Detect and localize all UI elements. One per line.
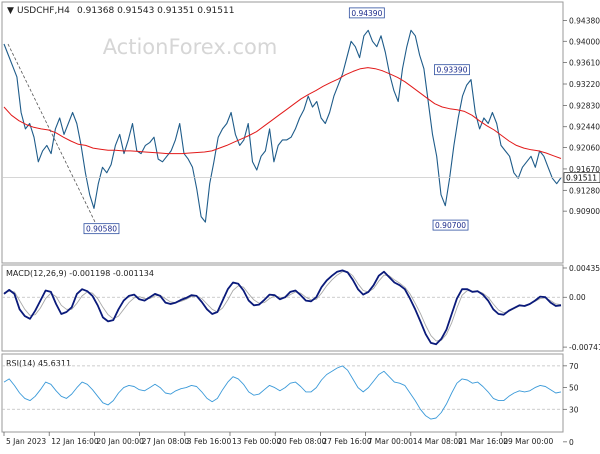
price-y-tick-label: 0.91670 <box>569 165 600 174</box>
macd-y-tick-label: -0.007417 <box>569 343 600 352</box>
time-axis-tick-label: 12 Jan 16:00 <box>51 437 99 446</box>
header-ohlc: 0.91368 0.91543 0.91351 0.91511 <box>77 6 234 16</box>
time-axis-tick-label: 7 Mar 00:00 <box>368 437 414 446</box>
macd-title: MACD(12,26,9) -0.001198 -0.001134 <box>6 269 154 278</box>
time-axis-tick-label: 27 Feb 16:00 <box>322 437 371 446</box>
rsi-y-tick-label: 50 <box>569 384 579 393</box>
current-price-tag: 0.91511 <box>2 172 600 184</box>
price-annotation-label: 0.90700 <box>435 221 466 230</box>
macd-panel-frame <box>1 264 564 352</box>
rsi-plot <box>2 365 563 420</box>
macd-plot <box>2 269 563 346</box>
rsi-y-tick-label: 0 <box>569 438 574 447</box>
time-axis-tick-label: 3 Feb 16:00 <box>187 437 232 446</box>
price-annotation-label: 0.93390 <box>436 66 467 75</box>
macd-y-tick-label: 0.004354 <box>569 264 600 273</box>
price-y-tick-label: 0.90900 <box>569 207 600 216</box>
macd-main-line <box>3 269 562 346</box>
time-axis-tick-label: 20 Jan 00:00 <box>96 437 144 446</box>
time-axis-tick-label: 27 Jan 08:00 <box>142 437 190 446</box>
price-annotation-label: 0.94390 <box>351 9 382 18</box>
watermark-text: ActionForex.com <box>103 35 278 59</box>
moving-average-line <box>3 67 562 159</box>
header-symbol-arrow: ▼ <box>7 6 14 16</box>
price-y-axis: 0.94380 0.94000 0.93610 0.93220 0.92830 0.924… <box>563 16 600 216</box>
price-annotation-label: 0.90580 <box>86 225 117 234</box>
rsi-y-tick-label: 70 <box>569 362 579 371</box>
price-annotations: 0.94390 0.93390 0.90580 0.90700 <box>83 7 470 235</box>
price-y-tick-label: 0.94000 <box>569 37 600 46</box>
price-y-tick-label: 0.94380 <box>569 16 600 25</box>
rsi-y-tick-label: 30 <box>569 405 579 414</box>
current-price-label: 0.91511 <box>566 174 597 183</box>
macd-y-tick-label: 0.00 <box>569 293 586 302</box>
rsi-y-axis: 70 50 30 0 <box>563 362 579 447</box>
time-axis-tick-label: 5 Jan 2023 <box>6 437 46 446</box>
price-plot <box>3 29 562 229</box>
price-panel-frame <box>1 1 564 264</box>
header-symbol: USDCHF,H4 <box>17 6 70 16</box>
time-axis-tick-label: 14 Mar 08:00 <box>413 437 463 446</box>
time-axis-tick-label: 29 Mar 00:00 <box>503 437 553 446</box>
price-y-tick-label: 0.92830 <box>569 101 600 110</box>
time-axis-tick-label: 13 Feb 00:00 <box>232 437 281 446</box>
price-y-tick-label: 0.91280 <box>569 186 600 195</box>
price-y-tick-label: 0.92440 <box>569 123 600 132</box>
price-y-tick-label: 0.93610 <box>569 59 600 68</box>
trend-line <box>7 43 99 229</box>
time-axis-tick-label: 21 Mar 16:00 <box>458 437 508 446</box>
price-y-tick-label: 0.92060 <box>569 144 600 153</box>
macd-y-axis: 0.004354 0.00 -0.007417 <box>563 264 600 352</box>
rsi-line <box>3 365 562 420</box>
time-axis-tick-label: 20 Feb 08:00 <box>277 437 326 446</box>
rsi-title: RSI(14) 45.6311 <box>6 359 71 368</box>
price-series-line <box>3 29 562 223</box>
price-y-tick-label: 0.93220 <box>569 80 600 89</box>
